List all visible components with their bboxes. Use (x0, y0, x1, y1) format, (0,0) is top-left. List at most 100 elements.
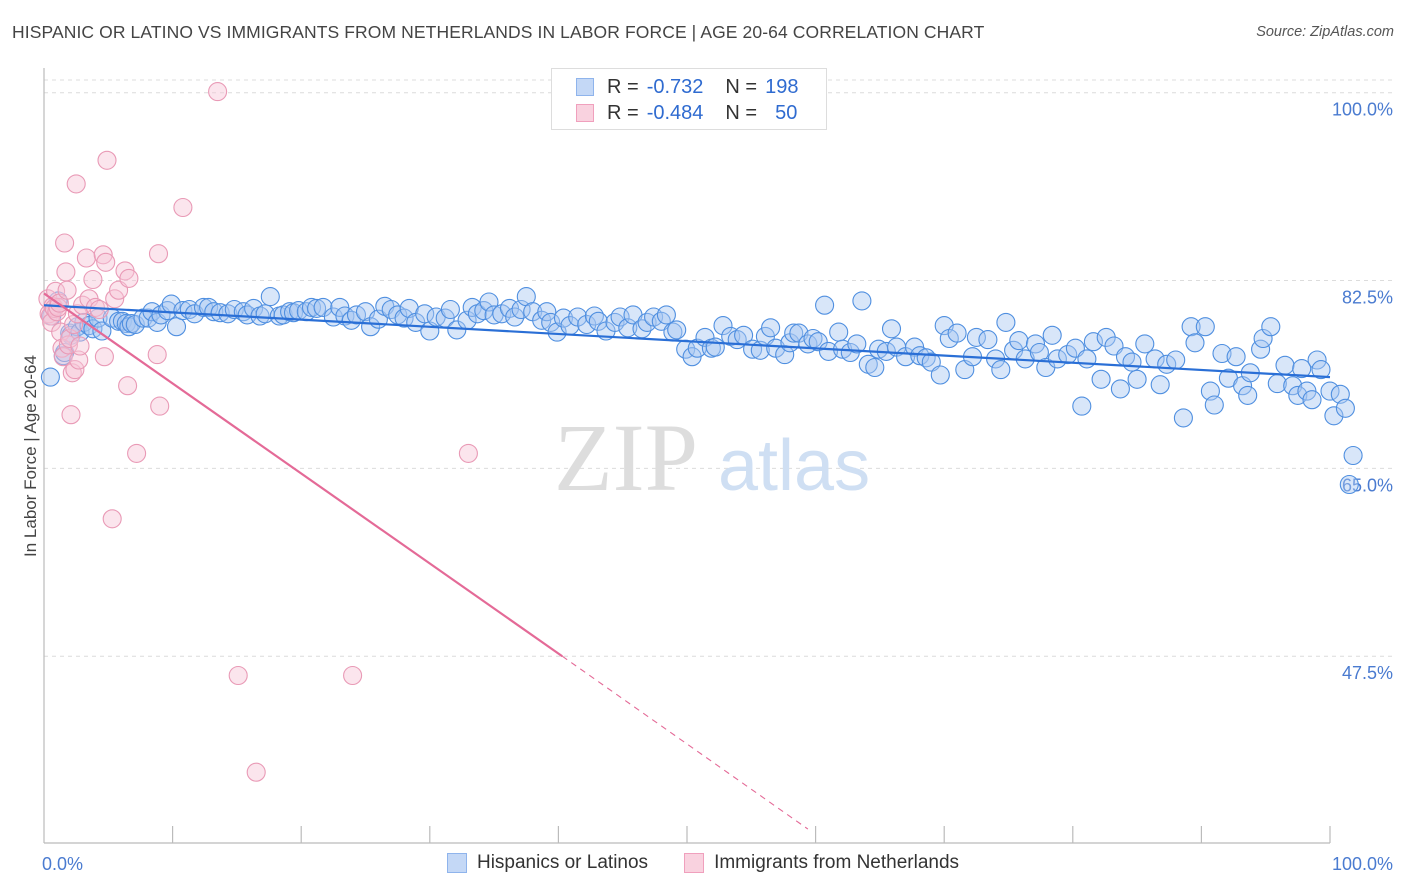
netherlands-point (53, 347, 73, 367)
hispanic-point (1292, 359, 1312, 379)
series-points (38, 82, 1363, 782)
hispanic-point (761, 318, 781, 338)
hispanic-point (1283, 376, 1303, 396)
y-tick-labels: 100.0% 82.5% 65.0% 47.5% (1332, 100, 1393, 684)
hispanic-point (1058, 345, 1078, 365)
netherlands-point (150, 396, 170, 416)
watermark: ZIP atlas (554, 404, 870, 511)
series-1 (38, 82, 478, 782)
hispanic-point (1261, 317, 1281, 337)
hispanic-point (705, 337, 725, 357)
stats-r-value: -0.732 (646, 75, 704, 98)
hispanic-point (1009, 331, 1029, 351)
hispanic-point (829, 322, 849, 342)
netherlands-point (228, 665, 248, 686)
hispanic-point (341, 310, 361, 330)
hispanic-point (852, 291, 872, 311)
hispanic-point (1091, 369, 1111, 389)
y-tick-label: 65.0% (1342, 475, 1393, 495)
netherlands-point (66, 174, 86, 194)
hispanic-point (210, 303, 230, 323)
hispanic-point (173, 301, 193, 321)
hispanic-point (1307, 350, 1327, 370)
hispanic-point (818, 341, 839, 361)
hispanic-point (537, 302, 557, 322)
netherlands-point (61, 405, 81, 425)
netherlands-point (118, 376, 138, 396)
netherlands-point (246, 762, 266, 782)
netherlands-trend-line (43, 292, 563, 658)
legend-item-hispanic: Hispanics or Latinos (446, 852, 649, 874)
netherlands-point (127, 443, 147, 463)
netherlands-point (57, 280, 77, 300)
stats-r-label: R = (607, 75, 639, 98)
hispanic-point (166, 317, 187, 337)
netherlands-point (76, 248, 96, 268)
hispanic-point (307, 298, 327, 318)
legend-label-netherlands: Immigrants from Netherlands (714, 852, 960, 873)
trend-lines (43, 292, 1331, 830)
x-tick-label-right: 100.0% (1332, 854, 1393, 874)
hispanic-point (815, 295, 835, 315)
hispanic-point (1185, 333, 1205, 353)
hispanic-point (1181, 317, 1201, 337)
hispanic-point (92, 321, 112, 341)
hispanic-point (1288, 385, 1308, 405)
hispanic-point (40, 367, 60, 387)
y-tick-label: 47.5% (1342, 663, 1393, 683)
legend-swatch-netherlands (684, 853, 705, 873)
gridlines (44, 79, 1394, 657)
hispanic-point (399, 298, 419, 318)
watermark-zip: ZIP (554, 404, 698, 511)
hispanic-point (553, 308, 574, 328)
netherlands-point (65, 360, 85, 380)
legend-item-netherlands: Immigrants from Netherlands (684, 852, 959, 874)
legend-label-hispanic: Hispanics or Latinos (476, 852, 649, 873)
hispanic-point (713, 316, 733, 336)
netherlands-point (64, 314, 84, 335)
hispanic-point (996, 312, 1016, 332)
y-axis-title-group: In Labor Force | Age 20-64 (21, 355, 40, 557)
hispanic-point (584, 306, 604, 326)
hispanic-point (1339, 474, 1359, 495)
hispanic-point (1072, 396, 1092, 416)
stats-legend: R = -0.732 N = 198 R = -0.484 N = 50 (551, 68, 827, 130)
netherlands-point (458, 443, 478, 463)
hispanic-point (1083, 332, 1103, 352)
hispanic-point (1275, 355, 1295, 375)
netherlands-point (102, 509, 122, 529)
hispanic-point (1302, 390, 1322, 410)
chart-source: Source: ZipAtlas.com (1256, 24, 1394, 40)
netherlands-point (96, 252, 116, 272)
netherlands-point (56, 262, 76, 282)
hispanic-point (1204, 395, 1224, 415)
hispanic-point (1110, 379, 1130, 399)
hispanic-point (1311, 360, 1331, 380)
netherlands-point (343, 665, 363, 686)
series-0 (40, 287, 1363, 495)
hispanic-point (479, 292, 499, 312)
hispanic-point (1253, 328, 1273, 349)
chart-title: HISPANIC OR LATINO VS IMMIGRANTS FROM NE… (12, 22, 985, 42)
hispanic-point (415, 304, 435, 324)
hispanic-trend-line (43, 304, 1331, 379)
bottom-legend: Hispanics or Latinos Immigrants from Net… (0, 852, 1406, 874)
netherlands-point (97, 150, 117, 170)
hispanic-point (637, 312, 657, 332)
hispanic-point (784, 323, 804, 343)
watermark-atlas: atlas (718, 426, 870, 506)
hispanic-point (1320, 381, 1340, 401)
hispanic-point (656, 305, 676, 325)
x-tick-label-left: 0.0% (42, 854, 83, 874)
hispanic-point (1324, 406, 1344, 426)
hispanic-point (588, 311, 608, 331)
netherlands-point (208, 82, 228, 102)
y-tick-label: 82.5% (1342, 288, 1393, 308)
hispanic-point (991, 360, 1011, 380)
stats-row-hispanic: R = -0.732 N = 198 (576, 74, 798, 100)
hispanic-point (966, 327, 986, 347)
hispanic-point (1226, 347, 1246, 367)
netherlands-point (70, 336, 90, 356)
hispanic-point (1122, 352, 1142, 372)
hispanic-point (1166, 350, 1186, 370)
